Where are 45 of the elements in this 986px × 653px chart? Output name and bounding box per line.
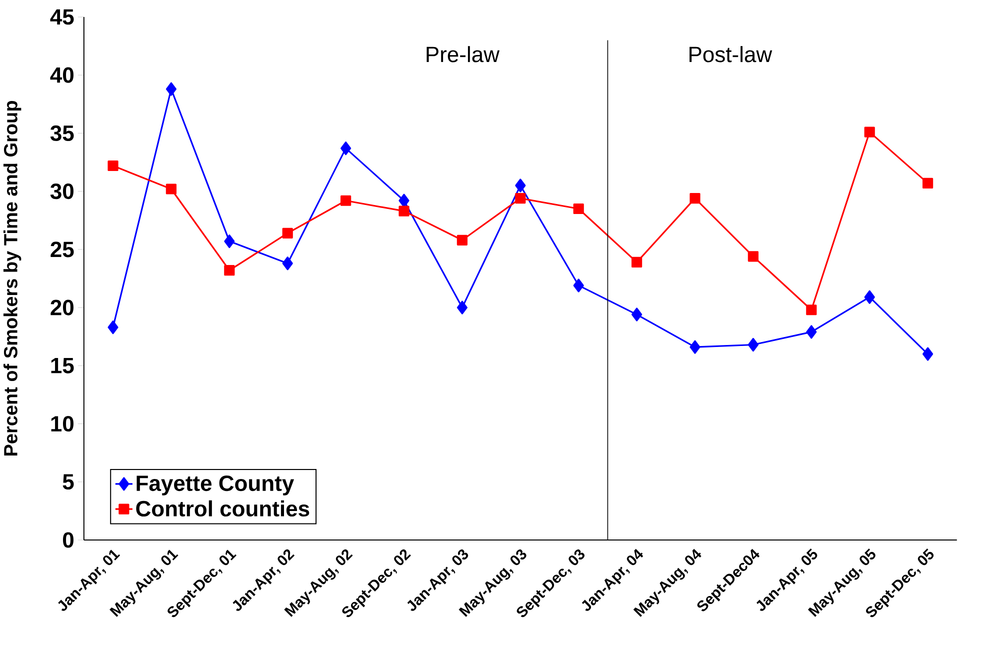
legend-label: Control counties [136, 500, 310, 517]
annotation: Post-law [690, 46, 772, 62]
point [806, 304, 817, 316]
point [632, 256, 642, 268]
point [573, 278, 584, 292]
point [806, 325, 817, 339]
point [690, 193, 700, 204]
point [340, 195, 352, 206]
point [456, 234, 468, 246]
point [166, 184, 177, 194]
point [632, 308, 642, 322]
point [515, 193, 526, 204]
y-tick-label: 10 [51, 416, 74, 432]
point [398, 206, 410, 216]
y-axis-title: Percent of Smokers by Time and Group [3, 101, 22, 456]
y-tick-label: 30 [50, 184, 74, 200]
point [573, 203, 584, 214]
y-tick-label: 15 [51, 358, 74, 374]
y-tick-label: 35 [50, 125, 74, 142]
y-tick-label: 45 [50, 9, 74, 25]
point [864, 290, 875, 304]
point [108, 160, 118, 172]
y-tick-label: 40 [50, 67, 74, 83]
point [748, 338, 758, 352]
y-tick-label: 25 [50, 242, 74, 258]
point [456, 300, 468, 314]
y-tick-label: 0 [63, 532, 74, 548]
point [864, 126, 875, 138]
point [282, 228, 293, 238]
annotation: Pre-law [426, 46, 500, 62]
point [398, 194, 410, 208]
legend-label: Fayette County [136, 475, 294, 496]
point [922, 178, 934, 188]
point [108, 320, 118, 334]
point [515, 178, 526, 192]
point [224, 265, 235, 276]
y-tick-label: 5 [62, 474, 74, 490]
point [282, 256, 293, 270]
y-tick-label: 20 [50, 300, 74, 316]
point [690, 340, 700, 354]
point [922, 347, 934, 361]
point [340, 142, 352, 156]
point [224, 234, 235, 248]
point [166, 82, 177, 96]
point [748, 251, 758, 262]
